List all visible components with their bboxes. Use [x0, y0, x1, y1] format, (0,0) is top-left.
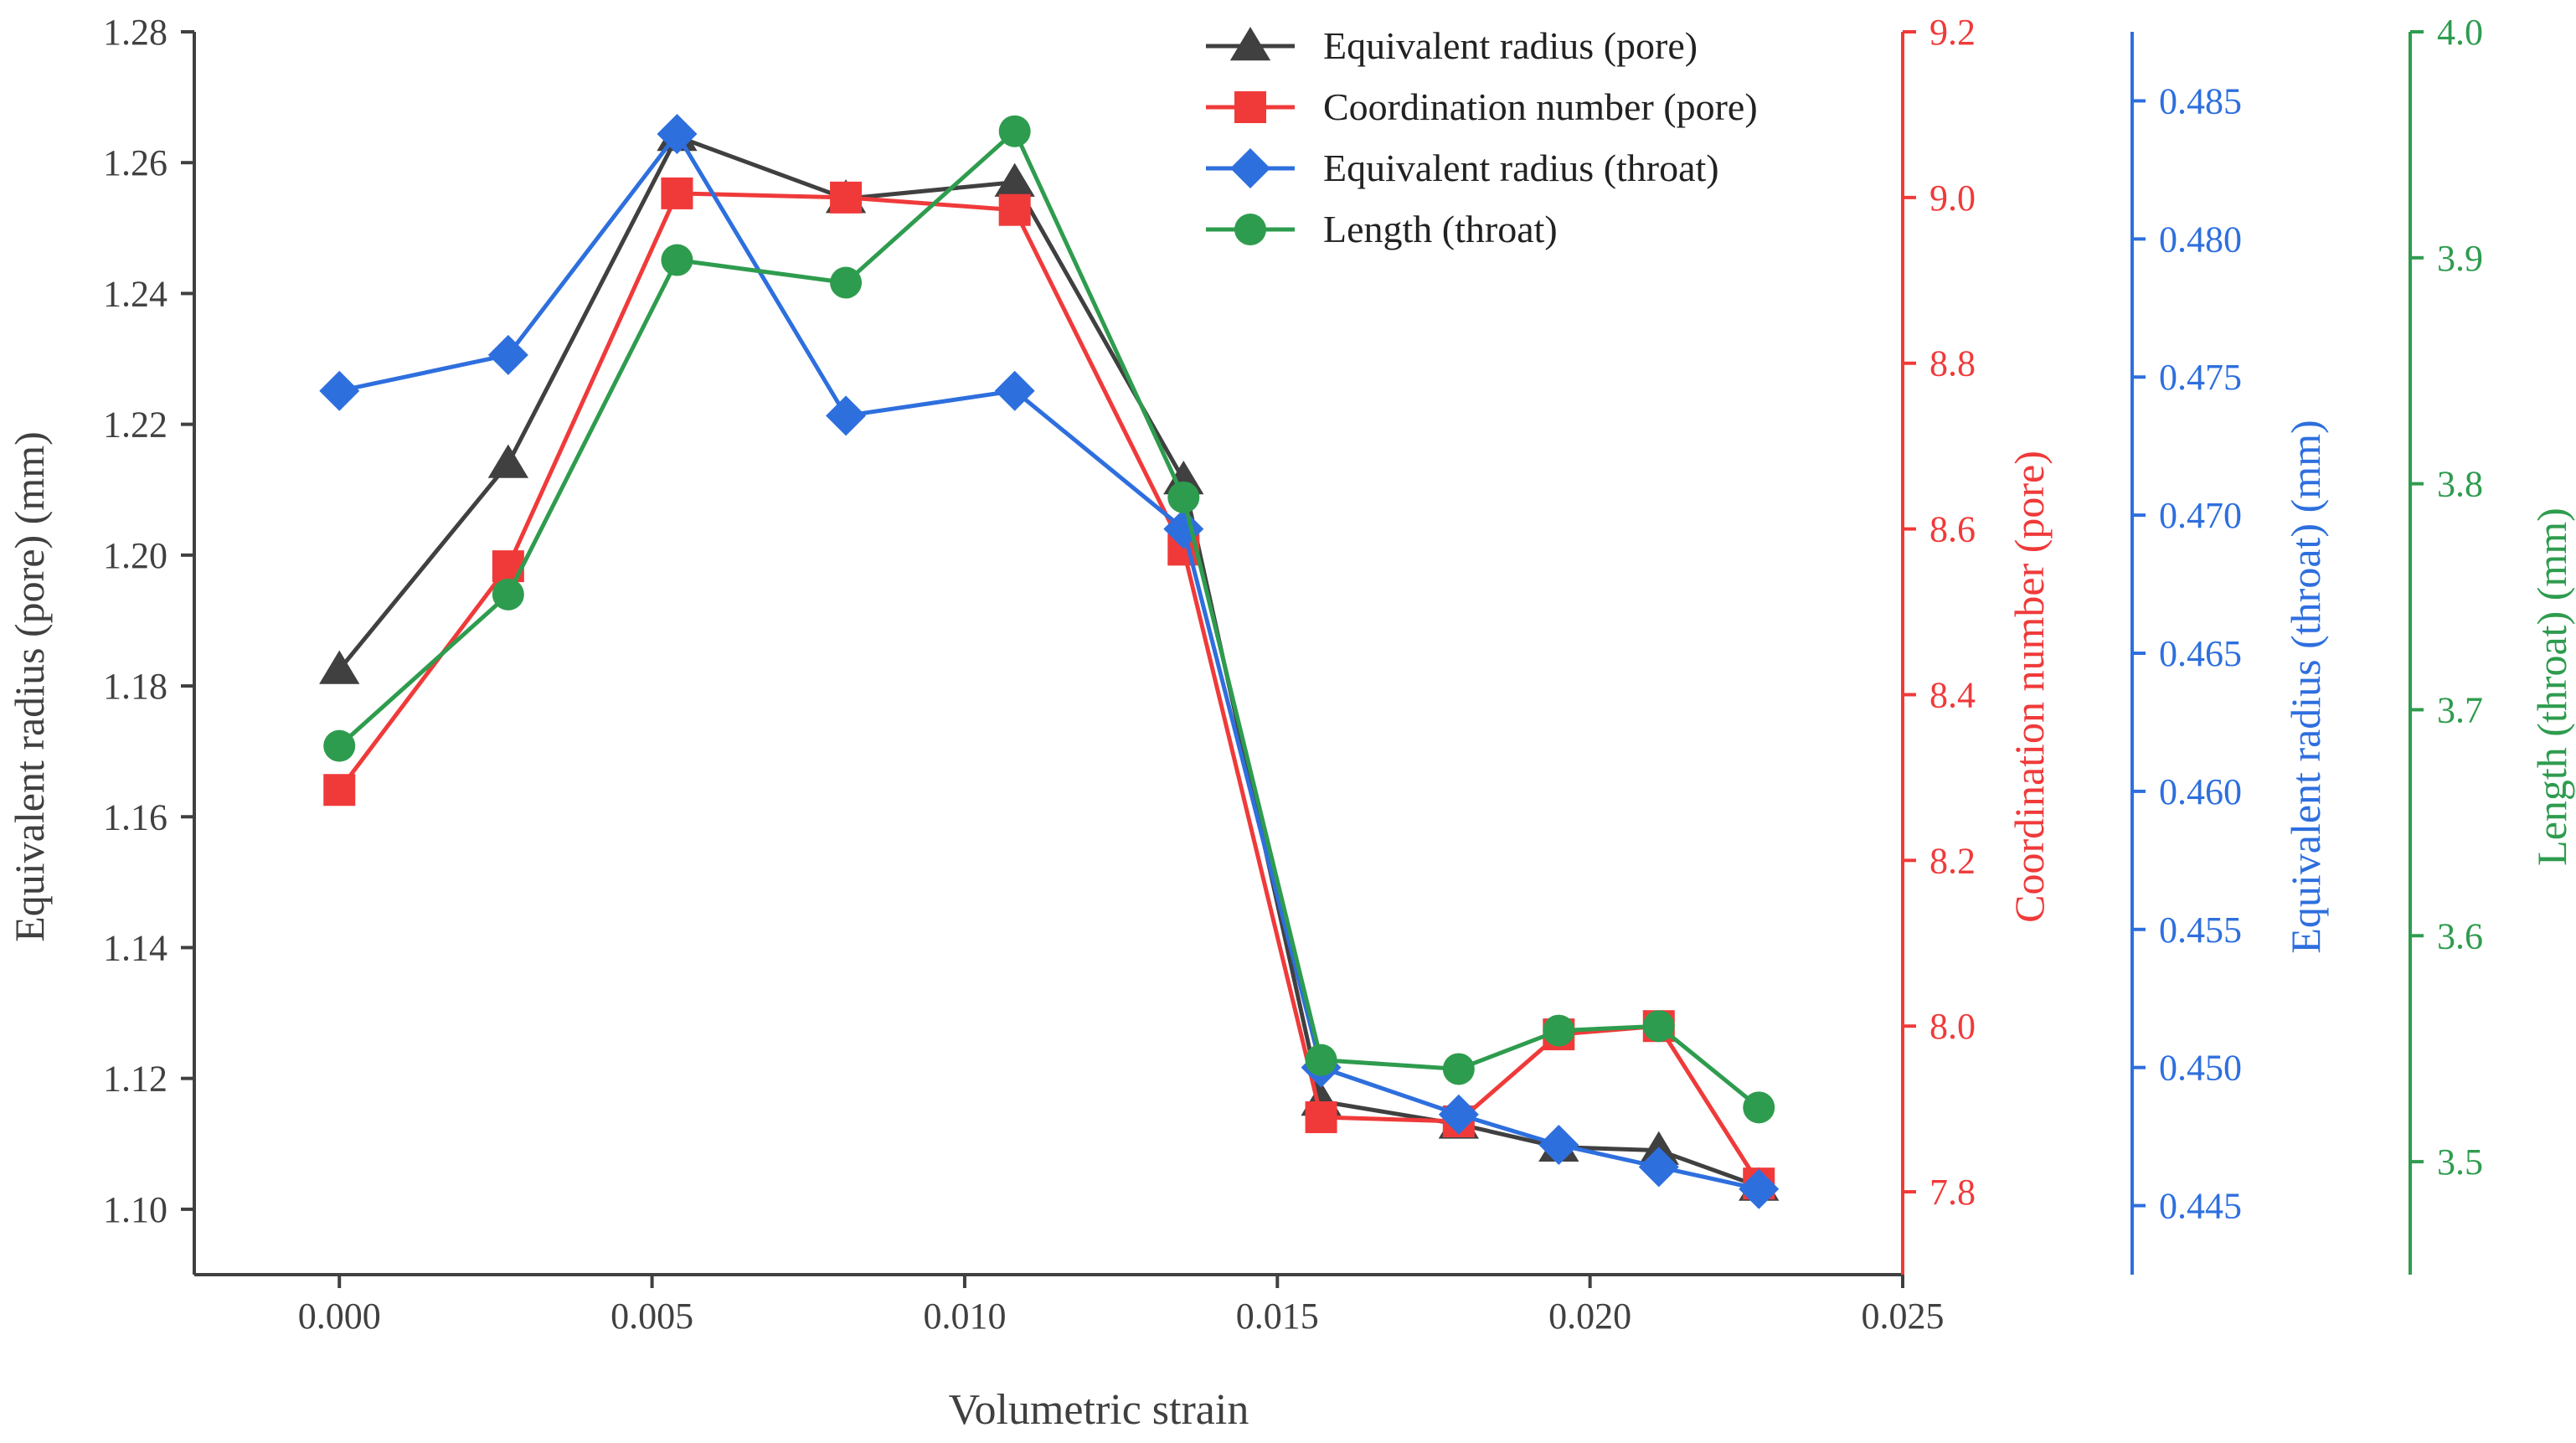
data-point-length-throat-9	[1642, 1010, 1675, 1043]
y-tick-label-pore_radius-1-24: 1.24	[103, 273, 167, 314]
data-point-length-throat-8	[1543, 1014, 1575, 1047]
y-tick-label-throat_radius-0-475: 0.475	[2159, 357, 2242, 398]
data-point-coordination-number-pore-0	[323, 774, 356, 807]
data-point-coordination-number-pore-6	[1305, 1101, 1337, 1134]
y-axis-title-throat_radius: Equivalent radius (throat) (mm)	[2282, 420, 2329, 953]
y-tick-label-coordination-9-0: 9.0	[1929, 178, 1976, 219]
data-point-length-throat-2	[661, 244, 693, 276]
data-point-length-throat-4	[998, 115, 1031, 147]
y-tick-label-throat_length-3-5: 3.5	[2437, 1142, 2483, 1183]
y-tick-label-coordination-8-8: 8.8	[1929, 343, 1976, 384]
data-point-coordination-number-pore-1	[492, 550, 524, 583]
y-tick-label-throat_radius-0-445: 0.445	[2159, 1186, 2242, 1227]
data-point-coordination-number-pore-3	[830, 181, 863, 214]
data-point-length-throat-6	[1305, 1044, 1337, 1076]
data-point-equivalent-radius-pore-4	[994, 162, 1035, 197]
data-point-length-throat-5	[1167, 481, 1200, 513]
x-tick-label-0-025: 0.025	[1862, 1296, 1945, 1337]
y-tick-label-pore_radius-1-20: 1.20	[103, 535, 167, 576]
y-tick-label-coordination-8-0: 8.0	[1929, 1006, 1976, 1047]
legend-label-equivalent-radius-throat: Equivalent radius (throat)	[1323, 147, 1719, 189]
data-point-equivalent-radius-throat-10	[1739, 1168, 1780, 1209]
y-tick-label-pore_radius-1-16: 1.16	[103, 796, 167, 837]
data-point-length-throat-10	[1743, 1091, 1775, 1124]
y-tick-label-pore_radius-1-12: 1.12	[103, 1059, 167, 1100]
y-tick-label-throat_length-4-0: 4.0	[2437, 12, 2483, 53]
y-axis-title-coordination: Coordination number (pore)	[2006, 451, 2053, 923]
y-axis-title-throat_length: Length (throat) (mm)	[2528, 508, 2575, 866]
x-tick-label-0-020: 0.020	[1548, 1296, 1631, 1337]
data-point-equivalent-radius-throat-4	[994, 370, 1035, 411]
y-tick-label-pore_radius-1-26: 1.26	[103, 142, 167, 183]
y-tick-label-throat_length-3-6: 3.6	[2437, 915, 2483, 956]
y-tick-label-throat_radius-0-460: 0.460	[2159, 771, 2242, 812]
y-tick-label-coordination-8-6: 8.6	[1929, 509, 1976, 550]
series-layer	[319, 114, 1780, 1209]
legend-label-coordination-number-pore: Coordination number (pore)	[1323, 85, 1758, 128]
y-tick-label-throat_radius-0-465: 0.465	[2159, 633, 2242, 674]
legend: Equivalent radius (pore) Coordination num…	[1206, 24, 1758, 250]
data-point-equivalent-radius-throat-3	[826, 395, 867, 436]
y-tick-label-pore_radius-1-22: 1.22	[103, 405, 167, 446]
legend-marker-equivalent-radius-pore	[1229, 27, 1271, 61]
x-axis-title: Volumetric strain	[949, 1386, 1249, 1434]
y-tick-label-coordination-9-2: 9.2	[1929, 12, 1976, 53]
legend-label-equivalent-radius-pore: Equivalent radius (pore)	[1323, 24, 1698, 67]
data-point-length-throat-0	[323, 729, 356, 762]
y-tick-label-throat_radius-0-485: 0.485	[2159, 80, 2242, 121]
data-point-equivalent-radius-throat-0	[319, 370, 360, 411]
y-tick-label-pore_radius-1-14: 1.14	[103, 927, 167, 968]
data-point-coordination-number-pore-2	[661, 177, 693, 209]
data-point-length-throat-3	[830, 266, 863, 299]
y-tick-label-throat_radius-0-470: 0.470	[2159, 495, 2242, 536]
data-point-length-throat-7	[1442, 1053, 1475, 1085]
x-tick-label-0-000: 0.000	[298, 1296, 381, 1337]
data-point-equivalent-radius-throat-1	[487, 334, 528, 375]
y-tick-label-coordination-8-2: 8.2	[1929, 840, 1976, 881]
x-tick-label-0-010: 0.010	[923, 1296, 1006, 1337]
legend-marker-equivalent-radius-throat	[1230, 148, 1270, 188]
y-tick-label-coordination-8-4: 8.4	[1929, 674, 1976, 715]
x-tick-label-0-015: 0.015	[1236, 1296, 1319, 1337]
y-tick-label-throat_length-3-8: 3.8	[2437, 464, 2483, 505]
data-point-coordination-number-pore-4	[998, 193, 1031, 226]
y-tick-label-throat_radius-0-450: 0.450	[2159, 1048, 2242, 1089]
legend-label-length-throat: Length (throat)	[1323, 208, 1558, 250]
y-tick-label-throat_length-3-7: 3.7	[2437, 689, 2483, 730]
series-length-throat	[323, 115, 1775, 1124]
data-point-equivalent-radius-pore-1	[487, 444, 528, 478]
data-point-equivalent-radius-throat-8	[1538, 1125, 1579, 1166]
legend-marker-coordination-number-pore	[1234, 91, 1266, 123]
data-point-equivalent-radius-throat-9	[1638, 1147, 1679, 1188]
data-point-equivalent-radius-throat-2	[657, 114, 698, 155]
x-tick-label-0-005: 0.005	[611, 1296, 693, 1337]
data-point-equivalent-radius-throat-7	[1438, 1094, 1479, 1135]
y-tick-label-throat_radius-0-455: 0.455	[2159, 910, 2242, 951]
y-axis-title-pore_radius: Equivalent radius (pore) (mm)	[6, 431, 53, 942]
y-tick-label-throat_radius-0-480: 0.480	[2159, 219, 2242, 260]
axes-layer: 0.000 0.005 0.010 0.015 0.020 0.025 Volumetric…	[6, 12, 2575, 1434]
y-tick-label-pore_radius-1-28: 1.28	[103, 12, 167, 53]
y-tick-label-throat_length-3-9: 3.9	[2437, 238, 2483, 279]
data-point-length-throat-1	[492, 578, 524, 611]
y-tick-label-pore_radius-1-18: 1.18	[103, 666, 167, 707]
legend-marker-length-throat	[1234, 214, 1266, 245]
y-tick-label-coordination-7-8: 7.8	[1929, 1172, 1976, 1213]
data-point-equivalent-radius-pore-0	[319, 650, 360, 684]
y-tick-label-pore_radius-1-10: 1.10	[103, 1189, 167, 1230]
